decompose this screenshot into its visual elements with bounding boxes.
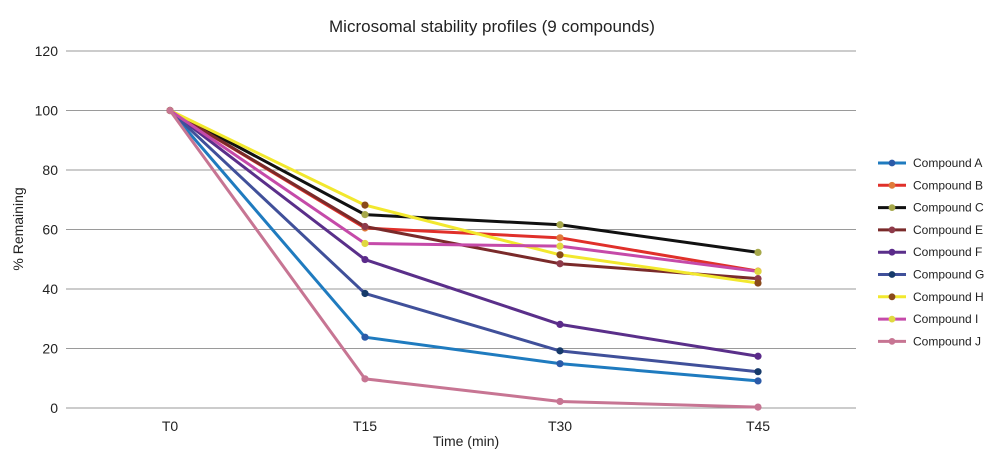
data-point	[754, 377, 762, 385]
data-point	[754, 403, 762, 411]
legend-swatch-marker	[888, 293, 896, 301]
legend: Compound A Compound B Compound C Compound E…	[878, 156, 984, 348]
data-point	[556, 320, 564, 329]
legend-swatch-marker	[888, 315, 896, 323]
data-point	[166, 106, 174, 115]
data-point	[361, 239, 369, 248]
x-axis-ticks: T0 T15 T30 T45	[162, 418, 770, 434]
x-tick-label: T15	[353, 418, 377, 434]
series-line	[169, 109, 759, 358]
data-point	[556, 242, 564, 250]
data-point	[556, 397, 564, 406]
series-line	[169, 109, 759, 273]
legend-swatch-marker	[888, 248, 896, 256]
legend-label: Compound E	[913, 223, 983, 237]
legend-item: Compound H	[878, 290, 984, 304]
y-tick-label: 40	[42, 281, 58, 297]
legend-item: Compound F	[878, 245, 982, 259]
series-line	[169, 109, 759, 254]
legend-item: Compound B	[878, 178, 983, 192]
data-point	[556, 360, 564, 368]
series-layer	[166, 106, 762, 411]
legend-swatch-marker	[888, 271, 896, 278]
series-line	[169, 109, 759, 285]
legend-item: Compound A	[878, 156, 982, 170]
legend-label: Compound G	[913, 268, 984, 282]
y-tick-label: 120	[35, 43, 59, 59]
legend-label: Compound F	[913, 245, 982, 259]
data-point	[361, 289, 369, 298]
y-axis-ticks: 0 20 40 60 80 100 120	[35, 43, 59, 416]
legend-swatch-marker	[888, 338, 896, 345]
data-point	[361, 211, 369, 219]
data-point	[754, 267, 762, 276]
data-point	[754, 248, 762, 257]
data-point	[556, 221, 564, 229]
data-point	[556, 260, 564, 268]
data-point	[361, 333, 369, 341]
x-axis-label: Time (min)	[433, 433, 499, 449]
data-point	[361, 201, 369, 209]
legend-label: Compound J	[913, 334, 981, 348]
data-point	[556, 347, 564, 355]
data-point	[754, 352, 762, 360]
y-tick-label: 100	[35, 103, 59, 119]
series-9	[166, 106, 762, 411]
y-tick-label: 60	[42, 222, 58, 238]
legend-label: Compound H	[913, 290, 984, 304]
x-tick-label: T45	[746, 418, 770, 434]
series-1	[166, 106, 762, 385]
legend-item: Compound I	[878, 312, 978, 326]
x-tick-label: T0	[162, 418, 179, 434]
legend-swatch-marker	[888, 181, 896, 189]
data-point	[754, 279, 762, 287]
legend-label: Compound I	[913, 312, 978, 326]
data-point	[754, 368, 762, 376]
legend-item: Compound G	[878, 268, 984, 282]
x-tick-label: T30	[548, 418, 572, 434]
series-line	[168, 109, 759, 383]
chart-title: Microsomal stability profiles (9 compoun…	[329, 17, 655, 36]
y-axis-label: % Remaining	[10, 187, 26, 270]
gridlines	[66, 50, 856, 409]
legend-swatch-marker	[888, 204, 896, 212]
data-point	[556, 251, 564, 259]
series-line	[168, 109, 759, 409]
data-point	[361, 375, 369, 383]
legend-item: Compound E	[878, 223, 983, 237]
legend-item: Compound J	[878, 334, 981, 348]
data-point	[361, 222, 369, 231]
data-point	[556, 234, 564, 242]
legend-label: Compound B	[913, 178, 983, 192]
series-7	[166, 106, 762, 287]
y-tick-label: 20	[42, 341, 58, 357]
data-point	[361, 255, 369, 264]
series-line	[168, 109, 759, 374]
y-tick-label: 0	[50, 400, 58, 416]
legend-item: Compound C	[878, 201, 984, 215]
legend-swatch-marker	[888, 226, 896, 234]
legend-label: Compound A	[913, 156, 982, 170]
legend-label: Compound C	[913, 201, 984, 215]
series-line	[169, 109, 759, 273]
legend-swatch-marker	[888, 159, 896, 167]
y-tick-label: 80	[42, 162, 58, 178]
